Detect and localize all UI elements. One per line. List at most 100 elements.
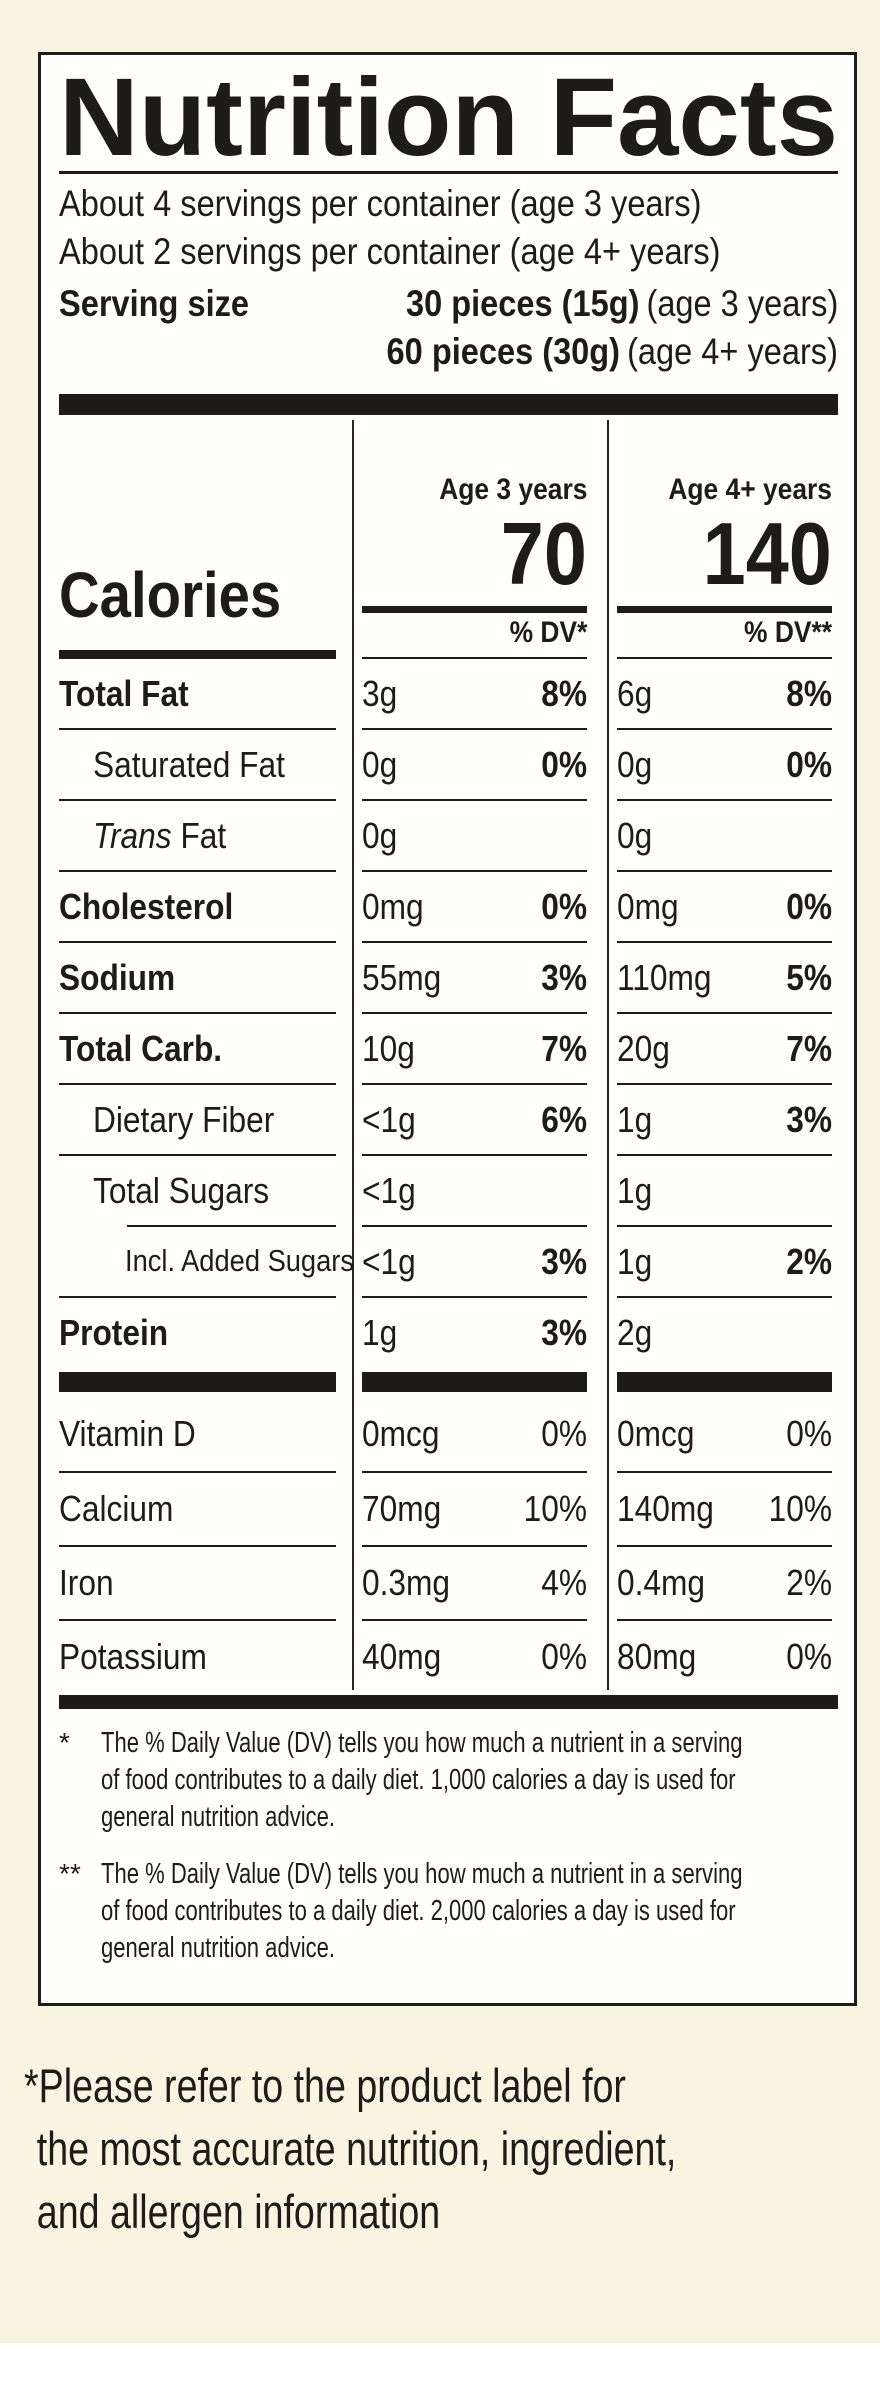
row-values-age4: 0mcg 0% [617,1413,832,1454]
table-row-cholesterol: Cholesterol 0mg 0% 0mg 0% [59,870,838,941]
table-row-total-carb: Total Carb. 10g 7% 20g 7% [59,1012,838,1083]
row-values-age3: 0.3mg 4% [362,1545,587,1619]
age4-column-header: Age 4+ years [668,473,832,506]
calories-value-age3: 70 [500,504,587,603]
row-values-age4: 1g 2% [617,1225,832,1296]
row-values-age3: 0g [362,799,587,870]
mid-bar-age4-col [617,1372,832,1392]
footnote-text: The % Daily Value (DV) tells you how muc… [101,1727,743,1833]
servings-line-age3: About 4 servings per container (age 3 ye… [59,183,702,224]
row-values-age3: 70mg 10% [362,1471,587,1545]
row-values-age4: 0g [617,799,832,870]
nutrition-facts-panel: Nutrition Facts About 4 servings per con… [38,52,857,2006]
row-values-age3: <1g 6% [362,1083,587,1154]
disclaimer-line-3: and allergen information [36,2185,441,2238]
title-divider [59,171,838,174]
row-values-age3: 0mcg 0% [362,1413,587,1454]
table-row-calcium: Calcium 70mg 10% 140mg 10% [59,1471,838,1545]
row-label: Total Fat [59,657,336,728]
row-values-age4: 140mg 10% [617,1471,832,1545]
row-label: Potassium [59,1619,336,1693]
dv-header-age4: % DV** [743,616,832,649]
product-label-disclaimer: *Please refer to the product label for t… [24,2054,880,2243]
row-values-age3: 1g 3% [362,1296,587,1367]
calories-value-age4: 140 [702,504,832,603]
footnote-dv-1000: * The % Daily Value (DV) tells you how m… [59,1725,838,1836]
row-values-age4: 1g 3% [617,1083,832,1154]
dv-header-age3: % DV* [509,616,587,649]
row-values-age3: 0mg 0% [362,870,587,941]
calories-label: Calories [59,559,282,631]
row-values-age4: 20g 7% [617,1012,832,1083]
calories-age3-cell: Age 3 years 70 % DV* [362,415,587,657]
table-row-total-sugars: Total Sugars <1g 1g [59,1154,838,1225]
serving-size-age4: 60 pieces (30g) (age 4+ years) [386,331,838,372]
servings-line-age4: About 2 servings per container (age 4+ y… [59,231,721,272]
calories-underbar-3 [617,606,832,613]
row-label: Protein [59,1296,336,1367]
row-values-age3: 10g 7% [362,1012,587,1083]
row-values-age3: 55mg 3% [362,941,587,1012]
thick-separator-mid [59,1367,838,1397]
mid-bar-age3-col [362,1372,587,1392]
table-row-iron: Iron 0.3mg 4% 0.4mg 2% [59,1545,838,1619]
row-values-age3: 40mg 0% [362,1619,587,1693]
row-label: Saturated Fat [59,728,336,799]
table-row-added-sugars: Incl. Added Sugars <1g 3% 1g 2% [59,1225,838,1296]
nutrient-table: Calories Age 3 years 70 % DV* Age 4+ yea… [59,415,838,1693]
footnote-text: The % Daily Value (DV) tells you how muc… [101,1858,743,1964]
table-row-dietary-fiber: Dietary Fiber <1g 6% 1g 3% [59,1083,838,1154]
row-label: Dietary Fiber [59,1083,336,1154]
row-values-age3: <1g 3% [362,1225,587,1296]
row-values-age4: 6g 8% [617,657,832,728]
cream-background: Nutrition Facts About 4 servings per con… [0,0,880,2343]
row-values-age4: 0.4mg 2% [617,1545,832,1619]
row-values-age3: <1g [362,1154,587,1225]
panel-title: Nutrition Facts [59,63,838,169]
calories-label-cell: Calories [59,415,336,657]
row-values-age4: 0g 0% [617,728,832,799]
row-label: Total Sugars [59,1154,336,1225]
age3-column-header: Age 3 years [438,473,587,506]
column-divider-1 [352,420,354,1690]
table-row-sodium: Sodium 55mg 3% 110mg 5% [59,941,838,1012]
calories-underbar-1 [59,650,336,657]
row-label: Incl. Added Sugars [59,1225,354,1296]
serving-size-label: Serving size [59,283,250,324]
row-values-age3: 0g 0% [362,728,587,799]
row-label: Total Carb. [59,1012,336,1083]
row-label: Iron [59,1545,336,1619]
disclaimer-line-2: the most accurate nutrition, ingredient, [36,2122,677,2175]
table-row-trans-fat: Trans Fat 0g 0g [59,799,838,870]
table-row-vitamin-d: Vitamin D 0mcg 0% 0mcg 0% [59,1397,838,1471]
footnote-marker: ** [59,1858,81,1889]
row-values-age3: 3g 8% [362,657,587,728]
table-row-total-fat: Total Fat 3g 8% 6g 8% [59,657,838,728]
row-values-age4: 0mg 0% [617,870,832,941]
row-values-age4: 110mg 5% [617,941,832,1012]
serving-size-section: Serving size 30 pieces (15g) (age 3 years… [59,280,838,376]
row-label: Cholesterol [59,870,336,941]
calories-age4-cell: Age 4+ years 140 % DV** [617,415,832,657]
table-row-saturated-fat: Saturated Fat 0g 0% 0g 0% [59,728,838,799]
serving-size-values: 30 pieces (15g) (age 3 years) 60 pieces (… [325,280,838,376]
thick-separator-bottom [59,1695,838,1709]
footnotes-section: * The % Daily Value (DV) tells you how m… [59,1709,838,1967]
calories-underbar-2 [362,606,587,613]
row-values-age4: 80mg 0% [617,1619,832,1693]
row-values-age4: 1g [617,1154,832,1225]
panel-title-text: Nutrition Facts [59,63,838,169]
serving-size-age3: 30 pieces (15g) (age 3 years) [405,283,838,324]
row-label: Sodium [59,941,336,1012]
row-label: Trans Fat [59,799,336,870]
footnote-dv-2000: ** The % Daily Value (DV) tells you how … [59,1856,838,1967]
row-label: Calcium [59,1471,336,1545]
footnote-marker: * [59,1727,70,1758]
mid-bar-label-col [59,1372,336,1392]
table-row-potassium: Potassium 40mg 0% 80mg 0% [59,1619,838,1693]
table-row-protein: Protein 1g 3% 2g [59,1296,838,1367]
row-values-age4: 2g [617,1296,832,1367]
thick-separator-top [59,394,838,415]
column-divider-2 [607,420,609,1690]
calories-header: Calories Age 3 years 70 % DV* Age 4+ yea… [59,415,838,657]
